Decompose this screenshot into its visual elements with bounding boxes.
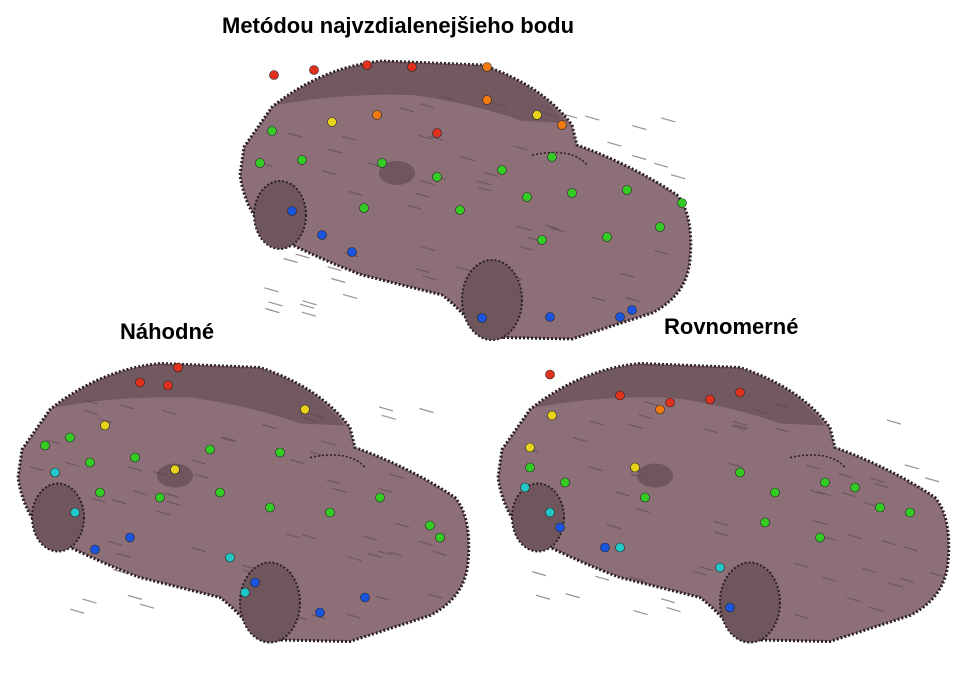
car-point-cloud-random: [16, 361, 471, 644]
car-point-cloud-farthest-point: [238, 59, 693, 341]
sampled-points: [255, 60, 687, 323]
title-random: Náhodné: [120, 319, 215, 344]
title-uniform: Rovnomerné: [664, 314, 799, 339]
car-body-shape: [496, 361, 951, 644]
sampled-points: [40, 362, 445, 618]
car-point-cloud-uniform: [496, 361, 951, 644]
car-body-shape: [238, 59, 693, 341]
sampled-points: [520, 369, 915, 613]
car-body-shape: [16, 361, 471, 644]
title-farthest-point-method: Metódou najvzdialenejšieho bodu: [222, 13, 575, 38]
